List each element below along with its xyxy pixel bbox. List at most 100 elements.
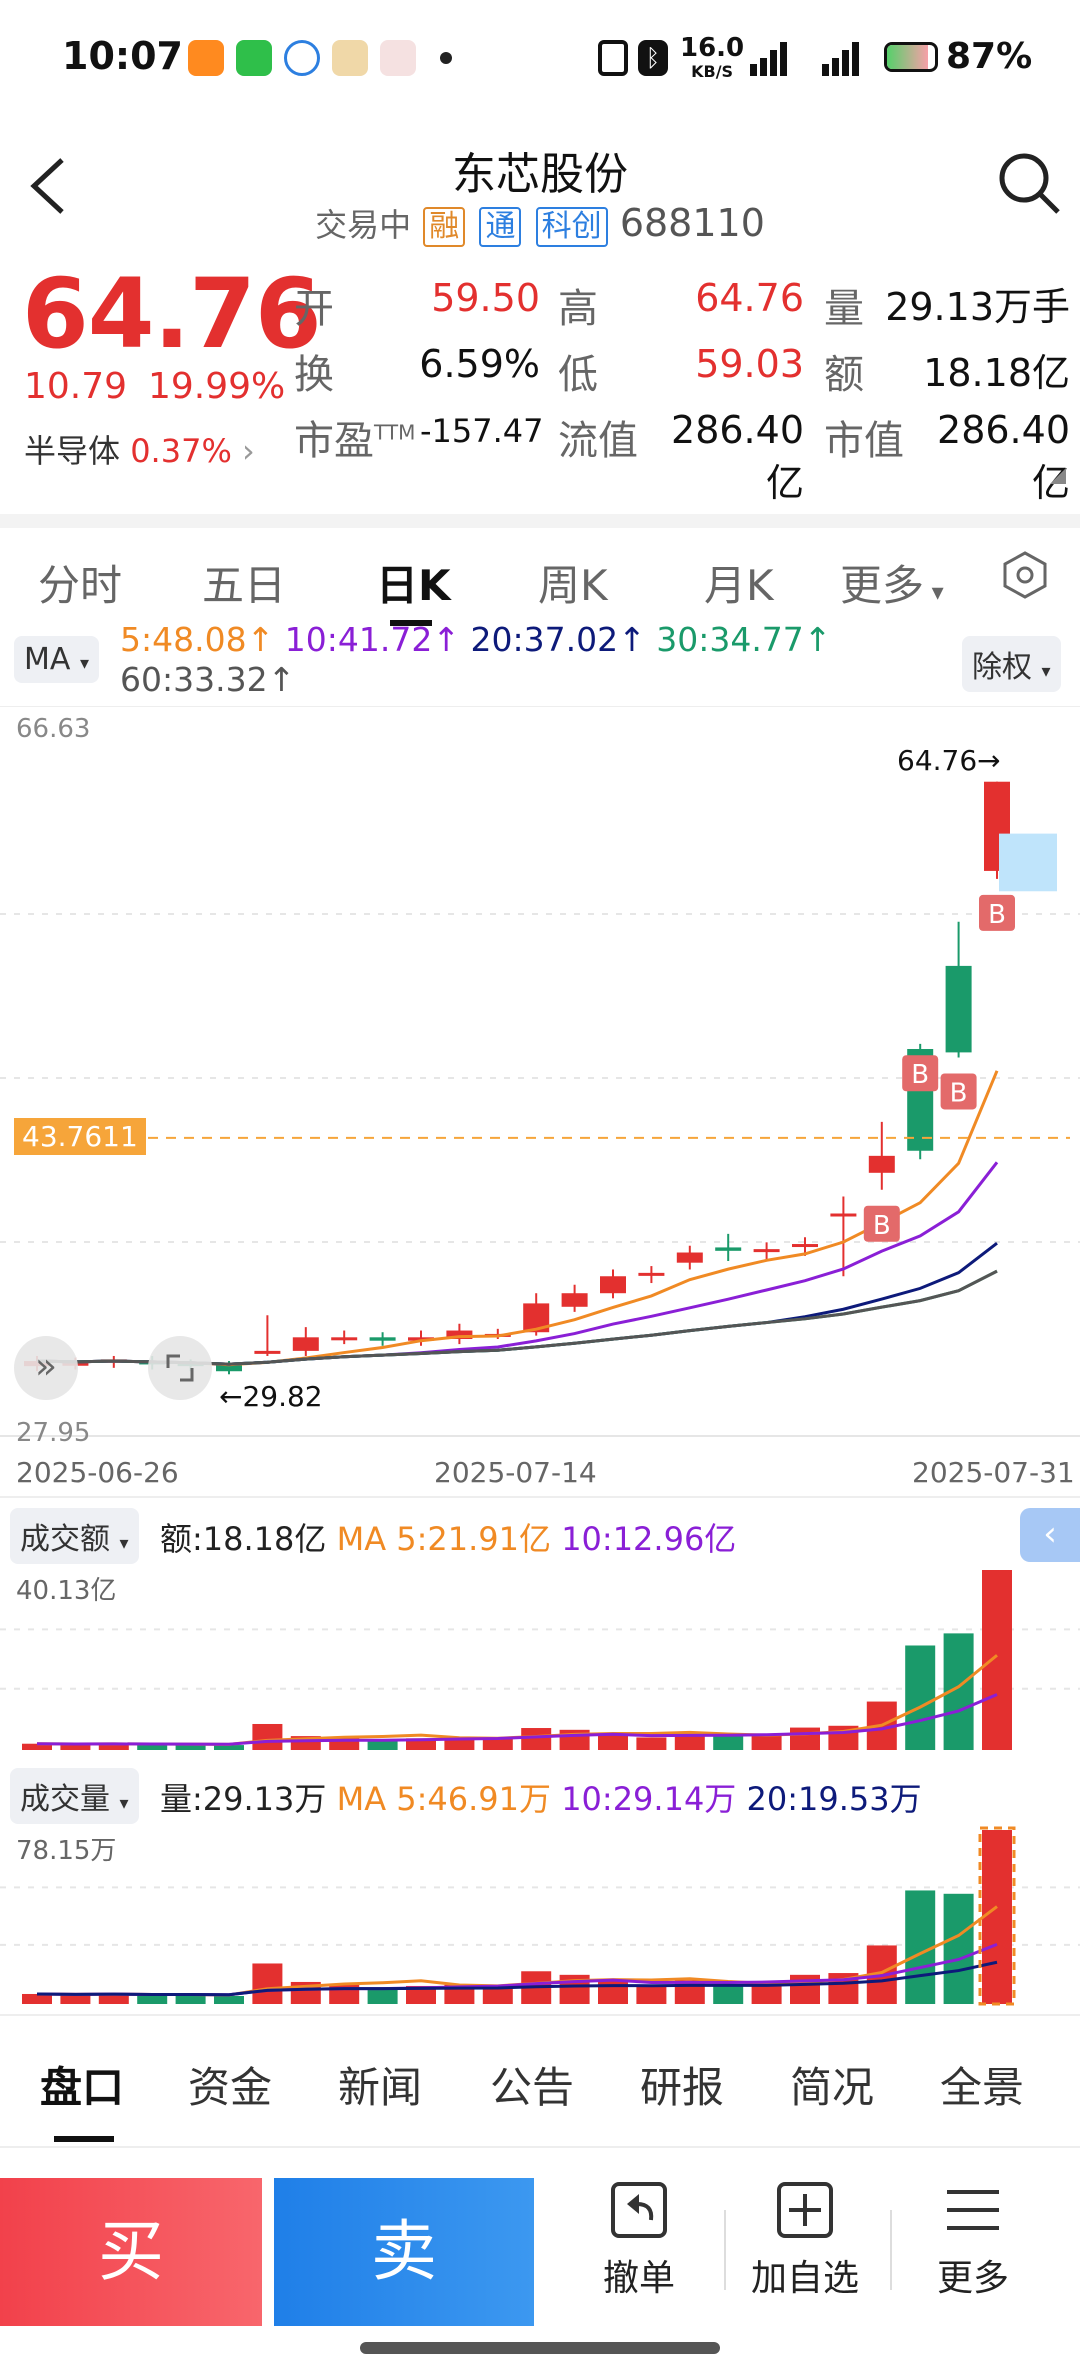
low-label: 低 xyxy=(558,352,598,398)
float-cap-value: 286.40亿 xyxy=(671,408,804,505)
tab-announcements[interactable]: 公告 xyxy=(490,2063,575,2112)
candle-body xyxy=(945,965,972,1053)
amount-bar xyxy=(98,1993,129,2004)
amount-bar xyxy=(482,1738,513,1750)
add-watchlist-button[interactable]: 加自选 xyxy=(730,2180,880,2301)
fullscreen-button[interactable] xyxy=(148,1336,212,1400)
amount-bar xyxy=(905,1645,936,1750)
candle-body xyxy=(753,1249,780,1253)
tab-panorama[interactable]: 全景 xyxy=(940,2063,1025,2112)
ma-values: 5:48.08↑ 10:41.72↑ 20:37.02↑ 30:34.77↑ 6… xyxy=(120,620,920,700)
sector-change: 0.37% xyxy=(130,432,232,470)
hexagon-settings-icon xyxy=(1003,551,1047,599)
amount-values: 额:18.18亿 MA 5:21.91亿 10:12.96亿 xyxy=(160,1514,736,1560)
amount-bar xyxy=(214,1995,244,2004)
amount-bar xyxy=(636,1986,667,2004)
tab-order-book[interactable]: 盘口 xyxy=(40,2063,125,2112)
tab-more[interactable]: 更多 ▾ xyxy=(840,561,944,610)
divider xyxy=(0,2146,1080,2148)
divider xyxy=(0,1496,1080,1498)
tab-news[interactable]: 新闻 xyxy=(338,2063,423,2112)
open-label: 开 xyxy=(294,286,334,332)
collapse-panel-button[interactable]: ‹ xyxy=(1020,1508,1080,1562)
amount-bar xyxy=(406,1985,436,2004)
mkt-cap-value: 286.40亿 xyxy=(937,408,1070,505)
active-tab-indicator xyxy=(390,620,432,626)
more-button[interactable]: 更多 xyxy=(898,2180,1048,2301)
stock-subtitle: 交易中 融 通 科创 688110 xyxy=(0,200,1080,247)
add-box-icon xyxy=(777,2182,833,2238)
volume-value: 29.13万手 xyxy=(885,285,1070,329)
tab-profile[interactable]: 简况 xyxy=(790,2063,875,2112)
adjust-selector[interactable]: 除权 ▾ xyxy=(962,636,1061,692)
menu-icon xyxy=(947,2190,999,2230)
price-line-label[interactable]: 43.7611 xyxy=(14,1117,146,1155)
candle-body xyxy=(292,1337,319,1351)
pe-value: -157.47 xyxy=(420,412,544,450)
amount-bar xyxy=(22,1743,52,1750)
buy-button[interactable]: 买 xyxy=(0,2178,262,2326)
stock-code: 688110 xyxy=(619,201,765,245)
chevron-left-icon: ‹ xyxy=(1043,1514,1057,1554)
ma5-value: 5:48.08↑ xyxy=(120,620,275,659)
amount-bar xyxy=(674,1732,705,1750)
amount-chart[interactable] xyxy=(0,1560,1080,1760)
tab-daily-k[interactable]: 日K xyxy=(376,561,451,610)
back-button[interactable] xyxy=(26,156,70,216)
amount-bar xyxy=(521,1728,552,1750)
vibrate-icon xyxy=(598,40,628,76)
tab-five-day[interactable]: 五日 xyxy=(202,561,287,610)
candle-body xyxy=(446,1330,473,1340)
buy-marker-label: B xyxy=(911,1060,929,1090)
buy-marker xyxy=(902,1055,939,1092)
wechat-icon xyxy=(236,40,272,76)
tab-funds[interactable]: 资金 xyxy=(188,2063,273,2112)
signal-icon xyxy=(746,40,794,76)
high-value: 64.76 xyxy=(695,276,804,320)
search-button[interactable] xyxy=(994,148,1064,218)
connect-tag: 通 xyxy=(479,207,522,247)
amount-bar xyxy=(790,1727,820,1750)
float-cap-label: 流值 xyxy=(558,418,638,464)
amount-bar xyxy=(751,1984,782,2004)
amount-bar xyxy=(713,1736,744,1750)
open-value: 59.50 xyxy=(431,276,540,320)
tab-research[interactable]: 研报 xyxy=(640,2063,725,2112)
high-label: 高 xyxy=(558,286,598,332)
candle-body xyxy=(254,1350,281,1354)
candle-body xyxy=(638,1272,665,1276)
amount-bar xyxy=(22,1993,52,2004)
sell-button[interactable]: 卖 xyxy=(274,2178,534,2326)
amount-bar xyxy=(982,1830,1012,2004)
amount-bar xyxy=(137,1744,168,1750)
scroll-back-button[interactable]: » xyxy=(14,1336,78,1400)
period-low-label: ←29.82 xyxy=(219,1380,323,1414)
active-tab-indicator xyxy=(54,2136,114,2142)
app-notification-icon xyxy=(332,40,368,76)
more-notifications-icon xyxy=(440,52,452,64)
volume-chart[interactable] xyxy=(0,1820,1080,2014)
date-start: 2025-06-26 xyxy=(16,1456,179,1489)
tab-intraday[interactable]: 分时 xyxy=(38,561,123,610)
app-notification-icon xyxy=(380,40,416,76)
indicator-selector[interactable]: MA ▾ xyxy=(14,636,99,683)
cancel-order-button[interactable]: 撤单 xyxy=(564,2180,714,2301)
amount-indicator-selector[interactable]: 成交额 ▾ xyxy=(10,1508,139,1564)
home-indicator xyxy=(360,2342,720,2354)
amount-bar xyxy=(636,1737,667,1750)
sector-link[interactable]: 半导体 0.37% › xyxy=(24,426,255,472)
amount-bar xyxy=(60,1744,91,1750)
expand-icon xyxy=(166,1354,194,1382)
tab-weekly-k[interactable]: 周K xyxy=(538,561,608,610)
volume-ma5: MA 5:46.91万 xyxy=(336,1780,552,1818)
amount-bar xyxy=(482,1986,513,2004)
expand-corner-icon[interactable] xyxy=(1050,468,1066,484)
chart-settings-button[interactable] xyxy=(1000,550,1050,600)
amount-bar xyxy=(406,1738,436,1750)
volume-indicator-selector[interactable]: 成交量 ▾ xyxy=(10,1768,139,1824)
divider xyxy=(0,2014,1080,2016)
amount-bar xyxy=(982,1570,1012,1750)
star-market-tag: 科创 xyxy=(535,207,608,247)
margin-tag: 融 xyxy=(423,207,466,247)
tab-monthly-k[interactable]: 月K xyxy=(704,561,774,610)
